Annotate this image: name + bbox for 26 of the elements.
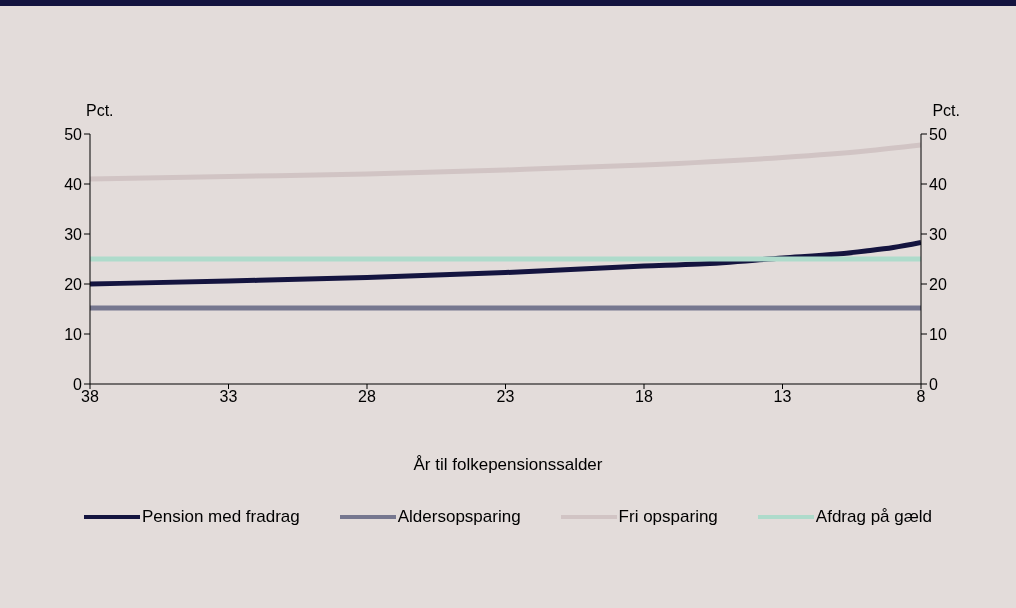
legend-label: Fri opsparing	[618, 507, 718, 527]
legend-label: Pension med fradrag	[141, 507, 300, 527]
x-tick-label: 28	[358, 388, 376, 406]
y-tick-label: 20	[64, 275, 83, 293]
y2-axis-title: Pct.	[932, 102, 960, 120]
y2-tick-label: 20	[929, 275, 947, 293]
x-tick-label: 18	[635, 388, 653, 406]
legend-label: Aldersopsparing	[397, 507, 521, 527]
y2-tick-label: 40	[929, 175, 947, 193]
y-tick-label: 50	[64, 125, 83, 143]
x-axis-title: År til folkepensionssalder	[412, 455, 604, 475]
x-tick-label: 13	[773, 388, 792, 406]
y2-tick-label: 30	[929, 225, 947, 243]
y2-tick-label: 50	[929, 125, 947, 143]
y-axis-title: Pct.	[86, 102, 114, 120]
y-tick-label: 30	[64, 225, 83, 243]
x-tick-label: 38	[81, 388, 99, 406]
x-tick-label: 23	[496, 388, 515, 406]
y-tick-label: 10	[64, 325, 83, 343]
legend-label: Afdrag på gæld	[815, 507, 933, 527]
x-tick-label: 33	[219, 388, 238, 406]
y-tick-label: 40	[64, 175, 83, 193]
x-tick-label: 8	[916, 388, 926, 406]
y2-tick-label: 0	[929, 375, 938, 393]
y2-tick-label: 10	[929, 325, 947, 343]
y-tick-label: 0	[73, 375, 83, 393]
